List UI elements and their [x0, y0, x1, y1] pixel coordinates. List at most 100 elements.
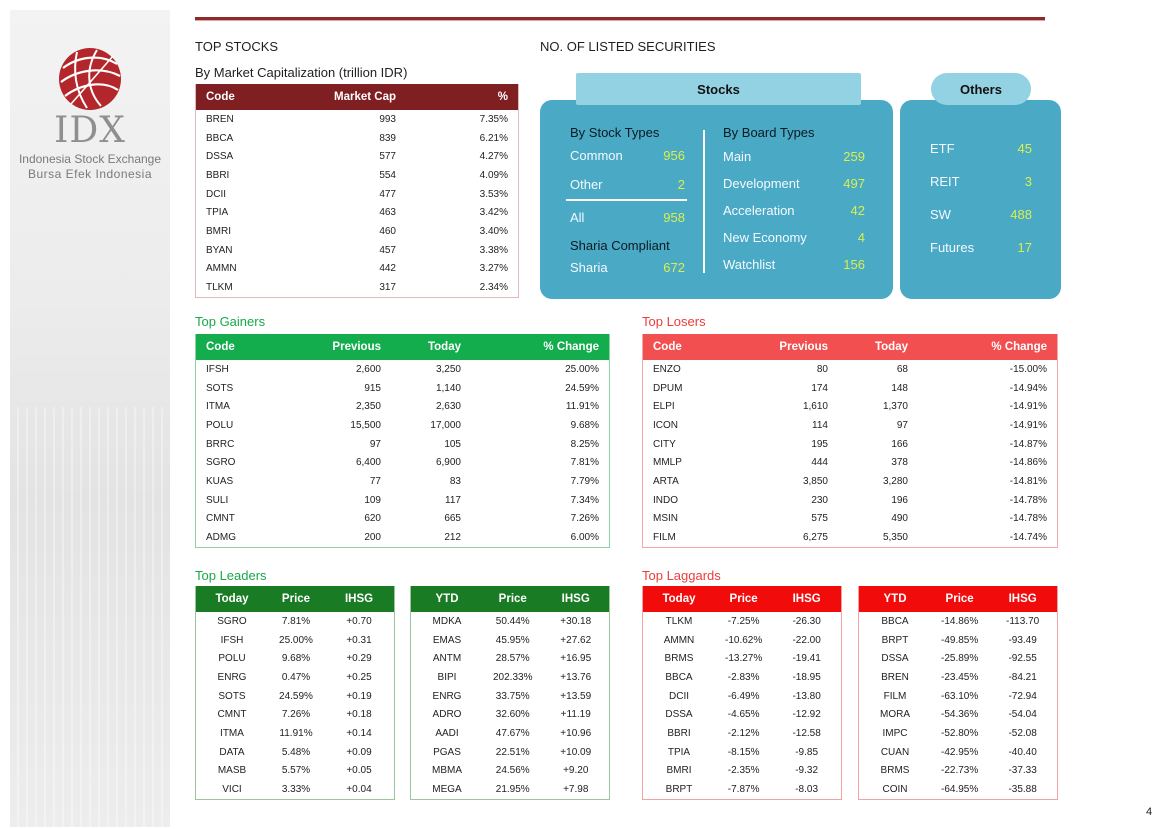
table-row: SOTS 24.59% +0.19 — [196, 687, 394, 706]
table-cell: +0.04 — [346, 784, 372, 796]
top-losers-table: Code Previous Today % Change ENZO 80 68 -15… — [642, 334, 1058, 548]
logo-subtitle-english: Indonesia Stock Exchange — [18, 152, 162, 166]
table-cell: 3.33% — [281, 784, 311, 796]
table-row: EMAS 45.95% +27.62 — [411, 631, 609, 650]
table-cell: 2,350 — [355, 401, 381, 413]
table-row: SULI 109 117 7.34% — [196, 491, 609, 510]
table-row: VICI 3.33% +0.04 — [196, 780, 394, 799]
table-cell: 21.95% — [495, 784, 530, 796]
table-cell: 77 — [369, 475, 381, 487]
column-header: Price — [483, 586, 543, 612]
table-cell: DSSA — [881, 653, 909, 665]
table-cell: CMNT — [217, 709, 247, 721]
table-row: TPIA 463 3.42% — [196, 203, 518, 222]
table-cell: 114 — [812, 419, 828, 431]
table-cell: INDO — [653, 494, 678, 506]
table-cell: BRRC — [206, 438, 235, 450]
table-cell: -18.95 — [792, 671, 821, 683]
table-row: FILM -63.10% -72.94 — [859, 687, 1057, 706]
other-value: 2 — [677, 177, 685, 192]
board-value-main: 259 — [843, 149, 865, 164]
table-cell: BBRI — [667, 727, 691, 739]
logo-brand: IDX — [54, 110, 126, 151]
column-header: Price — [931, 586, 989, 612]
table-cell: 148 — [891, 382, 908, 394]
table-cell: IFSH — [220, 634, 244, 646]
table-cell: 457 — [379, 244, 396, 256]
table-cell: 2,630 — [435, 401, 461, 413]
top-leaders-today-table: Today Price IHSG SGRO 7.81% +0.70 IFSH 25.00… — [195, 586, 395, 800]
table-cell: ITMA — [206, 401, 230, 413]
table-cell: -7.87% — [727, 784, 760, 796]
table-cell: SOTS — [218, 690, 246, 702]
board-value-new-economy: 4 — [857, 230, 865, 245]
table-row: MORA -54.36% -54.04 — [859, 705, 1057, 724]
table-cell: 8.25% — [570, 438, 599, 450]
table-cell: AMMN — [206, 263, 237, 275]
column-header: YTD — [411, 586, 483, 612]
table-row: MASB 5.57% +0.05 — [196, 762, 394, 781]
table-cell: 4.09% — [479, 169, 508, 181]
logo-subtitle-indonesian: Bursa Efek Indonesia — [27, 167, 153, 181]
table-cell: 839 — [379, 132, 396, 144]
table-cell: +13.76 — [560, 671, 592, 683]
table-cell: -8.15% — [727, 746, 760, 758]
table-cell: 24.59% — [279, 690, 313, 702]
table-cell: 3.38% — [479, 244, 508, 256]
table-cell: DCII — [206, 188, 226, 200]
table-cell: 1,140 — [435, 382, 461, 394]
table-row: MBMA 24.56% +9.20 — [411, 762, 609, 781]
table-cell: 196 — [891, 494, 908, 506]
column-header: % Change — [918, 334, 1057, 360]
table-cell: +9.20 — [563, 765, 589, 777]
table-row: BRPT -7.87% -8.03 — [643, 780, 841, 799]
table-row: SOTS 915 1,140 24.59% — [196, 379, 609, 398]
top-laggards-title: Top Laggards — [642, 568, 721, 583]
sharia-compliant-heading: Sharia Compliant — [570, 238, 670, 253]
table-row: TPIA -8.15% -9.85 — [643, 743, 841, 762]
table-row: BRMS -13.27% -19.41 — [643, 649, 841, 668]
table-cell: -12.92 — [792, 709, 821, 721]
table-cell: -35.88 — [1008, 784, 1037, 796]
table-cell: 442 — [379, 263, 396, 275]
table-row: DATA 5.48% +0.09 — [196, 743, 394, 762]
table-row: ITMA 2,350 2,630 11.91% — [196, 397, 609, 416]
table-cell: 109 — [364, 494, 381, 506]
table-cell: 15,500 — [350, 419, 381, 431]
others-label-sw: SW — [930, 207, 951, 222]
table-cell: 6,275 — [802, 532, 828, 544]
common-label: Common — [570, 148, 623, 163]
table-cell: DSSA — [665, 709, 693, 721]
table-cell: 45.95% — [495, 634, 530, 646]
all-value: 958 — [663, 210, 685, 225]
table-row: MSIN 575 490 -14.78% — [643, 510, 1057, 529]
table-cell: 166 — [891, 438, 908, 450]
table-cell: 3.42% — [479, 207, 508, 219]
table-row: TLKM 317 2.34% — [196, 278, 518, 297]
table-cell: 3,250 — [435, 363, 461, 375]
table-cell: +13.59 — [560, 690, 592, 702]
top-gainers-table: Code Previous Today % Change IFSH 2,600 3,… — [195, 334, 610, 548]
table-cell: +16.95 — [560, 653, 592, 665]
table-cell: DCII — [669, 690, 689, 702]
table-cell: 4.27% — [479, 151, 508, 163]
table-cell: 33.75% — [495, 690, 530, 702]
table-cell: KUAS — [206, 475, 234, 487]
table-cell: 200 — [364, 532, 381, 544]
table-cell: -9.85 — [795, 746, 819, 758]
table-cell: -2.35% — [727, 765, 760, 777]
table-cell: -14.87% — [1009, 438, 1047, 450]
table-cell: +0.14 — [346, 727, 372, 739]
table-cell: 7.34% — [570, 494, 599, 506]
table-cell: 174 — [811, 382, 828, 394]
table-cell: CMNT — [206, 513, 235, 525]
table-row: ICON 114 97 -14.91% — [643, 416, 1057, 435]
table-cell: BBCA — [665, 671, 693, 683]
table-cell: -10.62% — [725, 634, 763, 646]
table-cell: 5.57% — [281, 765, 311, 777]
table-cell: 22.51% — [495, 746, 530, 758]
table-cell: ELPI — [653, 401, 675, 413]
table-row: MDKA 50.44% +30.18 — [411, 612, 609, 631]
table-cell: 80 — [816, 363, 828, 375]
table-cell: +0.09 — [346, 746, 372, 758]
